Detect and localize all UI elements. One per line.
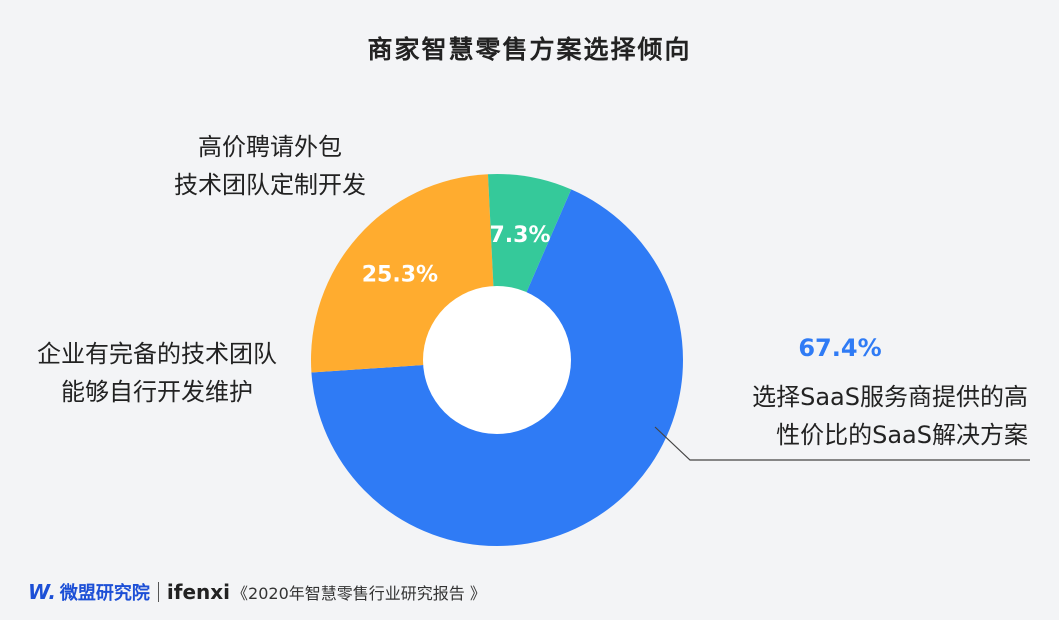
chart-title: 商家智慧零售方案选择倾向	[367, 35, 692, 64]
footer-divider	[157, 582, 159, 602]
slice-value-saas: 67.4%	[798, 334, 882, 362]
slice-label-outsource: 高价聘请外包 技术团队定制开发	[170, 128, 370, 204]
weimob-logo-text: 微盟研究院	[59, 583, 150, 604]
donut-hole	[423, 286, 571, 434]
slice-label-outsource-line-2: 技术团队定制开发	[174, 171, 366, 199]
footer: W. 微盟研究院 ifenxi 《2020年智慧零售行业研究报告 》	[28, 580, 486, 604]
slice-label-inhouse-line-2: 能够自行开发维护	[61, 378, 253, 406]
slice-value-outsource: 7.3%	[489, 223, 550, 248]
ifenxi-logo: ifenxi	[166, 580, 231, 604]
slice-label-inhouse: 企业有完备的技术团队 能够自行开发维护	[12, 335, 302, 411]
weimob-logo-icon: W.	[28, 580, 56, 604]
slice-label-saas-line-2: 性价比的SaaS解决方案	[776, 421, 1028, 449]
slice-value-inhouse: 25.3%	[362, 263, 438, 288]
saas-leader-line	[654, 426, 1030, 461]
source-note: 《2020年智慧零售行业研究报告 》	[232, 584, 486, 603]
slice-label-outsource-line-1: 高价聘请外包	[198, 133, 342, 161]
slice-label-saas: 选择SaaS服务商提供的高 性价比的SaaS解决方案	[688, 378, 1028, 454]
slice-label-inhouse-line-1: 企业有完备的技术团队	[37, 340, 277, 368]
slice-label-saas-line-1: 选择SaaS服务商提供的高	[752, 383, 1028, 411]
